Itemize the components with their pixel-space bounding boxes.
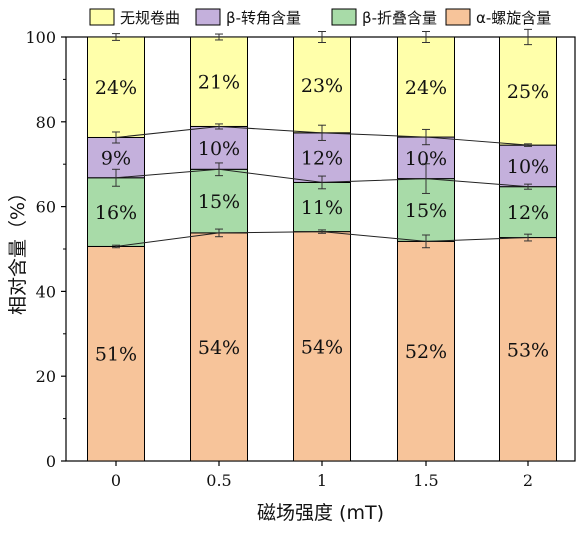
series-1 bbox=[87, 168, 557, 247]
data-label: 16% bbox=[95, 202, 137, 224]
data-label: 10% bbox=[198, 138, 240, 160]
y-tick-label: 60 bbox=[36, 198, 56, 217]
legend-swatch bbox=[445, 8, 471, 26]
data-label: 51% bbox=[95, 344, 137, 366]
data-label: 15% bbox=[405, 200, 447, 222]
y-tick-label: 40 bbox=[36, 282, 56, 301]
legend-swatch bbox=[195, 8, 221, 26]
series-2 bbox=[87, 125, 557, 188]
x-tick-label: 1.5 bbox=[413, 471, 438, 490]
data-label: 10% bbox=[405, 148, 447, 170]
legend-item: β-折叠含量 bbox=[331, 8, 437, 27]
bar-segment bbox=[499, 144, 557, 188]
x-tick-label: 0.5 bbox=[206, 471, 231, 490]
data-label: 21% bbox=[198, 72, 240, 94]
legend: 无规卷曲 β-转角含量 β-折叠含量 α-螺旋含量 bbox=[89, 8, 551, 27]
data-label: 15% bbox=[198, 191, 240, 213]
data-label: 54% bbox=[301, 336, 343, 358]
data-label: 53% bbox=[507, 339, 549, 361]
data-label: 12% bbox=[507, 202, 549, 224]
legend-label: β-折叠含量 bbox=[362, 9, 437, 27]
y-tick-label: 100 bbox=[25, 28, 56, 47]
legend-item: β-转角含量 bbox=[195, 8, 301, 27]
y-tick-label: 20 bbox=[36, 367, 56, 386]
legend-swatch bbox=[331, 8, 357, 26]
data-label: 10% bbox=[507, 156, 549, 178]
data-label: 25% bbox=[507, 81, 549, 103]
bar-segment bbox=[190, 168, 248, 234]
y-tick-label: 0 bbox=[46, 452, 56, 471]
bar-segment bbox=[190, 232, 248, 462]
x-tick-label: 1 bbox=[317, 471, 327, 490]
x-tick-label: 0 bbox=[111, 471, 121, 490]
x-tick-label: 2 bbox=[523, 471, 533, 490]
bar-segment bbox=[190, 125, 248, 170]
data-label: 12% bbox=[301, 148, 343, 170]
legend-item: 无规卷曲 bbox=[89, 8, 180, 27]
bar-segment bbox=[397, 240, 455, 462]
y-tick-label: 80 bbox=[36, 113, 56, 132]
legend-label: 无规卷曲 bbox=[120, 9, 180, 27]
bar-segment bbox=[87, 177, 145, 247]
data-label: 23% bbox=[301, 75, 343, 97]
bar-segment bbox=[293, 181, 351, 233]
data-label: 54% bbox=[198, 337, 240, 359]
legend-swatch bbox=[89, 8, 115, 26]
legend-item: α-螺旋含量 bbox=[445, 8, 551, 27]
legend-label: α-螺旋含量 bbox=[476, 9, 551, 27]
x-axis-title: 磁场强度 (mT) bbox=[257, 502, 384, 524]
data-label: 52% bbox=[405, 341, 447, 363]
data-label: 24% bbox=[405, 77, 447, 99]
legend-label: β-转角含量 bbox=[226, 9, 301, 27]
data-label: 11% bbox=[301, 197, 343, 219]
y-axis-title: 相对含量（%） bbox=[7, 183, 29, 315]
data-label: 24% bbox=[95, 77, 137, 99]
bar-segment bbox=[293, 36, 351, 134]
data-label: 9% bbox=[101, 148, 131, 170]
